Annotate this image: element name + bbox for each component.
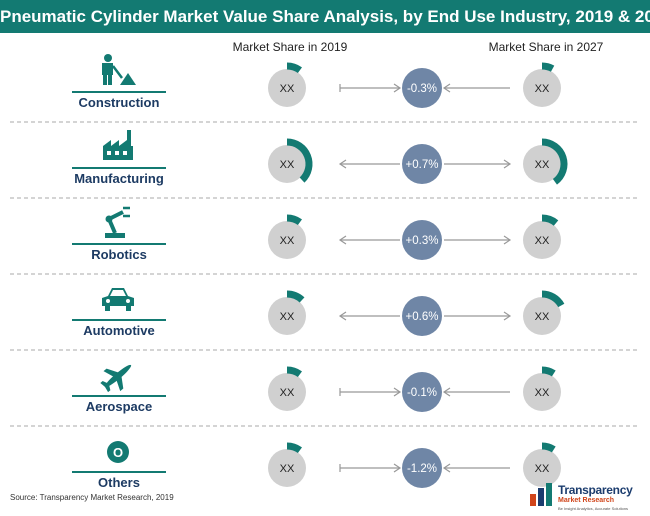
share-circle-2027 <box>523 145 561 183</box>
category-label: Others <box>98 475 140 490</box>
change-value: +0.3% <box>406 235 439 247</box>
share-circle-2027 <box>523 297 561 335</box>
share-value-2019: XX <box>280 159 295 171</box>
share-arc-2019 <box>286 290 305 303</box>
share-arc-2019 <box>286 366 302 378</box>
share-value-2027: XX <box>535 159 550 171</box>
arrowhead-right <box>442 463 451 473</box>
share-value-2019: XX <box>280 235 295 247</box>
share-circle-2019 <box>268 297 306 335</box>
share-value-2027: XX <box>535 235 550 247</box>
construction-worker-icon <box>102 54 136 85</box>
share-arc-2027 <box>541 214 559 226</box>
column-header-2019: Market Share in 2019 <box>232 40 348 54</box>
arrowhead-right <box>503 235 512 245</box>
share-arc-2019 <box>286 138 313 183</box>
airplane-icon <box>100 364 132 393</box>
share-value-2019: XX <box>280 311 295 323</box>
category-label: Aerospace <box>86 399 152 414</box>
share-circle-2027 <box>523 373 561 411</box>
row-others: O Others XX XX -1.2% <box>72 441 561 490</box>
logo-name: Transparency <box>558 483 633 497</box>
arrowhead-left <box>393 463 402 473</box>
change-value: -0.1% <box>407 387 437 399</box>
share-value-2027: XX <box>535 83 550 95</box>
change-circle <box>402 448 442 488</box>
change-value: -0.3% <box>407 83 437 95</box>
share-circle-2019 <box>268 69 306 107</box>
share-arc-2027 <box>541 138 568 185</box>
category-label: Robotics <box>91 247 147 262</box>
share-value-2019: XX <box>280 83 295 95</box>
source-note: Source: Transparency Market Research, 20… <box>10 493 174 502</box>
row-aerospace: Aerospace XX XX -0.1% <box>10 364 640 427</box>
share-arc-2019 <box>286 62 302 74</box>
others-circle-icon: O <box>107 441 129 463</box>
change-value: +0.7% <box>406 159 439 171</box>
share-arc-2027 <box>541 366 556 377</box>
row-automotive: Automotive XX XX +0.6% <box>10 288 640 351</box>
share-arc-2027 <box>541 290 565 308</box>
arrowhead-left <box>338 235 347 245</box>
car-icon <box>102 288 134 311</box>
logo-mark-icon <box>530 483 552 506</box>
change-circle <box>402 296 442 336</box>
share-circle-2027 <box>523 449 561 487</box>
share-arc-2019 <box>286 214 302 226</box>
row-robotics: Robotics XX XX +0.3% <box>10 206 640 275</box>
change-circle <box>402 372 442 412</box>
share-circle-2019 <box>268 373 306 411</box>
share-value-2019: XX <box>280 387 295 399</box>
change-value: -1.2% <box>407 463 437 475</box>
change-value: +0.6% <box>406 311 439 323</box>
company-logo: Transparency Market Research Be Insight … <box>528 474 648 514</box>
arrowhead-right <box>503 311 512 321</box>
arrowhead-left <box>338 159 347 169</box>
category-label: Manufacturing <box>74 171 164 186</box>
row-manufacturing: Manufacturing XX XX +0.7% <box>10 130 640 199</box>
share-value-2027: XX <box>535 311 550 323</box>
arrowhead-right <box>503 159 512 169</box>
change-circle <box>402 144 442 184</box>
arrowhead-right <box>442 387 451 397</box>
share-circle-2019 <box>268 145 306 183</box>
share-circle-2019 <box>268 221 306 259</box>
row-construction: Construction XX XX -0.3% <box>10 54 640 123</box>
share-arc-2027 <box>541 442 556 453</box>
arrowhead-left <box>338 311 347 321</box>
column-header-2027: Market Share in 2027 <box>488 40 604 54</box>
share-value-2027: XX <box>535 387 550 399</box>
robot-arm-icon <box>105 206 130 238</box>
share-arc-2019 <box>286 442 302 454</box>
arrowhead-right <box>442 83 451 93</box>
share-arc-2027 <box>541 62 555 72</box>
share-circle-2027 <box>523 221 561 259</box>
category-label: Automotive <box>83 323 155 338</box>
share-circle-2019 <box>268 449 306 487</box>
logo-tagline: Be Insight Analytics, Accurate Solutions <box>558 506 629 511</box>
chart-title: Pneumatic Cylinder Market Value Share An… <box>0 0 650 33</box>
share-value-2027: XX <box>535 463 550 475</box>
factory-icon <box>103 130 133 160</box>
others-icon-letter: O <box>113 445 123 460</box>
category-label: Construction <box>79 95 160 110</box>
share-value-2019: XX <box>280 463 295 475</box>
logo-sub: Market Research <box>558 497 615 504</box>
change-circle <box>402 220 442 260</box>
arrowhead-left <box>393 387 402 397</box>
share-circle-2027 <box>523 69 561 107</box>
arrowhead-left <box>393 83 402 93</box>
change-circle <box>402 68 442 108</box>
